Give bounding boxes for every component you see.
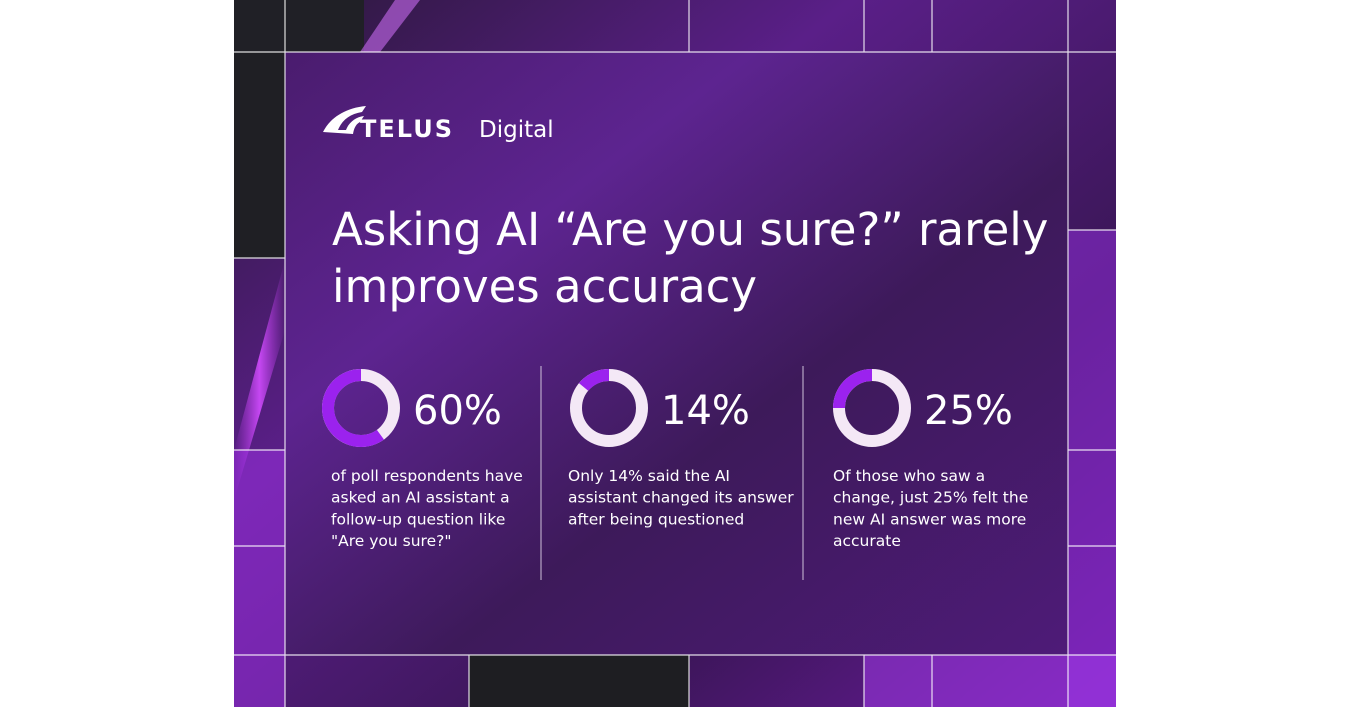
donut-arc — [322, 369, 384, 447]
stat-text: new AI answer was more — [833, 510, 1026, 528]
title-line: Asking AI “Are you sure?” rarely — [332, 203, 1048, 256]
stat-value: 60% — [413, 388, 502, 434]
stat-text: after being questioned — [568, 510, 744, 528]
stat-text: "Are you sure?" — [331, 532, 451, 550]
stat-text: Only 14% said the AI — [568, 467, 730, 485]
stat-value: 25% — [924, 388, 1013, 434]
stat-text: accurate — [833, 532, 901, 550]
donut-arc — [833, 369, 873, 409]
stat-text: asked an AI assistant a — [331, 489, 510, 507]
stat-text: of poll respondents have — [331, 467, 523, 485]
stat-text: Of those who saw a — [833, 467, 985, 485]
stat-text: change, just 25% felt the — [833, 489, 1028, 507]
brand-suffix: Digital — [479, 117, 554, 143]
brand-name: TELUS — [360, 115, 454, 143]
background — [234, 0, 1116, 707]
donut-arc — [578, 369, 610, 392]
stat-text: follow-up question like — [331, 510, 505, 528]
logo: TELUS Digital — [323, 106, 554, 143]
stat-text: assistant changed its answer — [568, 489, 794, 507]
title-line: improves accuracy — [332, 260, 757, 313]
stat-value: 14% — [661, 388, 750, 434]
